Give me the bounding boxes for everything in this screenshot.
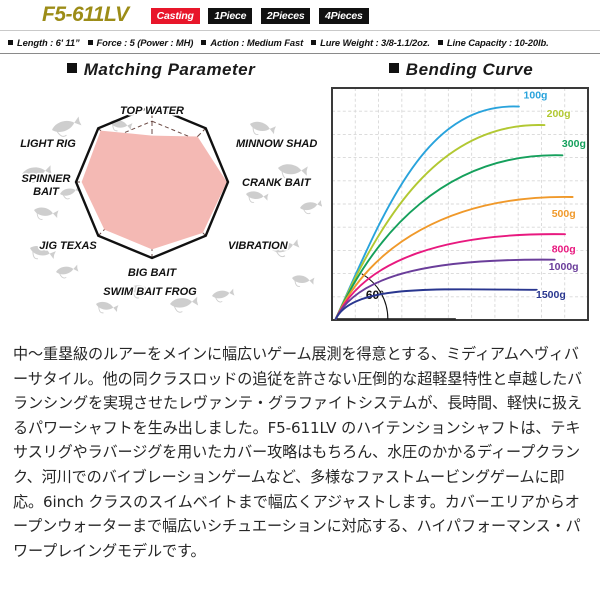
square-marker-icon (388, 63, 399, 73)
spec-lure-weight: Lure Weight : 3/8-1.1/2oz. (311, 37, 430, 48)
spec-force-text: Force : 5 (Power : MH) (96, 36, 194, 48)
spec-length-text: Length : 6' 11” (17, 36, 80, 48)
spec-action: Action : Medium Fast (201, 37, 303, 48)
bending-curve-line (334, 154, 564, 320)
square-bullet-icon (87, 39, 93, 45)
product-header: F5-611LV Casting 1Piece 2Pieces 4Pieces (0, 0, 600, 30)
badge-row: Casting 1Piece 2Pieces 4Pieces (150, 6, 373, 25)
spec-line-capacity: Line Capacity : 10-20lb. (437, 36, 549, 48)
badge-2pieces[interactable]: 2Pieces (260, 8, 311, 25)
page-title: F5-611LV (42, 3, 129, 26)
badge-1piece[interactable]: 1Piece (208, 8, 253, 25)
radar-axis-label: BIG BAIT (128, 267, 178, 279)
bending-curve-label: 300g (562, 138, 586, 150)
spec-lure-weight-text: Lure Weight : 3/8-1.1/2oz. (320, 36, 430, 48)
charts-region: Matching Parameter TOP WATER MINNOW SHAD C… (0, 54, 600, 332)
matching-parameter-heading: Matching Parameter (0, 54, 322, 80)
radar-axis-label: VIBRATION (228, 240, 289, 252)
bending-curve-line (334, 105, 520, 320)
bending-curve-line (334, 288, 538, 320)
spec-force: Force : 5 (Power : MH) (87, 36, 194, 48)
spec-strip: Length : 6' 11” Force : 5 (Power : MH) A… (0, 30, 600, 54)
bending-curve-chart: 60° 100g 200g 300g 500g 800g 1000g 1500g (328, 84, 592, 324)
bending-curve-label: 200g (547, 108, 571, 120)
bending-curve-panel: Bending Curve 60° 100g 200g 300g 500g 800g 100… (322, 54, 600, 332)
radar-axis-label: MINNOW SHAD (236, 138, 317, 150)
square-bullet-icon (437, 39, 443, 45)
bending-curve-line (334, 124, 546, 320)
radar-axis-label: JIG TEXAS (39, 240, 97, 252)
bending-curve-heading: Bending Curve (322, 54, 600, 80)
bending-curve-line (334, 258, 556, 320)
bending-curve-label: 1000g (549, 261, 579, 273)
bending-curve-label: 100g (524, 89, 548, 101)
square-bullet-icon (8, 39, 13, 45)
bending-curve-label: 500g (552, 208, 576, 220)
spec-length: Length : 6' 11” (8, 37, 80, 48)
matching-parameter-title: Matching Parameter (83, 60, 256, 79)
radar-axis-label: BAIT (33, 186, 60, 198)
bending-curve-label: 1500g (536, 289, 566, 301)
badge-casting[interactable]: Casting (150, 8, 200, 25)
bending-curve-line (334, 196, 574, 320)
spec-action-text: Action : Medium Fast (210, 36, 304, 48)
radar-axis-label: SWIM BAIT FROG (103, 286, 197, 298)
matching-parameter-panel: Matching Parameter TOP WATER MINNOW SHAD C… (0, 54, 322, 332)
description-paragraph: 中〜重塁級のルアーをメインに幅広いゲーム展測を得意とする、ミディアムヘヴィバーサ… (13, 345, 583, 560)
bending-curve-title: Bending Curve (405, 60, 534, 79)
description-block: 中〜重塁級のルアーをメインに幅広いゲーム展測を得意とする、ミディアムヘヴィバーサ… (0, 332, 600, 563)
radar-axis-label: SPINNER (22, 173, 71, 185)
radar-axis-label: TOP WATER (120, 105, 184, 117)
bending-curve-label: 800g (552, 244, 576, 256)
square-bullet-icon (311, 39, 317, 45)
radar-chart: TOP WATER MINNOW SHAD CRANK BAIT VIBRATION B… (0, 82, 322, 332)
bending-curve-line (334, 233, 566, 320)
spec-line-capacity-text: Line Capacity : 10-20lb. (446, 36, 549, 48)
square-marker-icon (66, 63, 77, 73)
radar-axis-label: CRANK BAIT (242, 177, 312, 189)
radar-axis-label: LIGHT RIG (20, 138, 76, 150)
square-bullet-icon (201, 39, 207, 45)
badge-4pieces[interactable]: 4Pieces (318, 8, 369, 25)
radar-chart-svg: TOP WATER MINNOW SHAD CRANK BAIT VIBRATION B… (19, 103, 322, 314)
